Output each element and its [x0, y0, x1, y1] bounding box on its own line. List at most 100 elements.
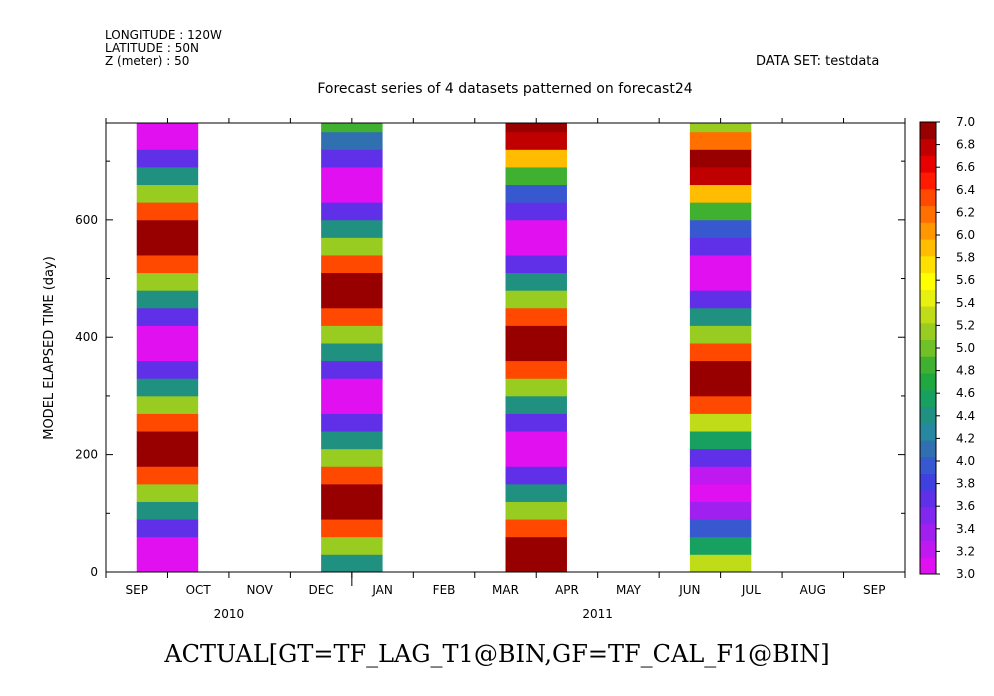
colorbar-label: 4.2: [956, 431, 975, 445]
heat-cell: [689, 290, 752, 309]
plot-frame: [105, 122, 906, 573]
colorbar-swatch: [920, 373, 936, 391]
heat-cell: [505, 307, 567, 326]
heat-cell: [689, 519, 752, 538]
heat-cell: [136, 123, 199, 133]
colorbar-swatch: [920, 557, 936, 575]
chart-title: Forecast series of 4 datasets patterned …: [317, 81, 692, 97]
heat-cell: [505, 501, 567, 520]
colorbar-swatch: [920, 272, 936, 290]
heat-cell: [689, 255, 752, 274]
heat-cell: [136, 501, 199, 520]
heat-cell: [321, 483, 383, 502]
x-tick-label: DEC: [309, 583, 334, 597]
heat-cell: [505, 448, 567, 467]
year-label: 2010: [214, 607, 245, 621]
x-tick-label: OCT: [186, 583, 212, 597]
colorbar-swatch: [920, 122, 936, 140]
heat-cell: [689, 395, 752, 414]
heat-cell: [505, 219, 567, 238]
colorbar-swatch: [920, 490, 936, 508]
heat-cell: [136, 255, 199, 274]
y-tick-label: 0: [90, 565, 98, 579]
heat-cell: [136, 343, 199, 362]
heat-cell: [136, 149, 199, 168]
heat-cell: [505, 149, 567, 168]
heat-cell: [505, 123, 567, 133]
colorbar-swatch: [920, 289, 936, 307]
heat-cell: [136, 307, 199, 326]
footer-expression: ACTUAL[GT=TF_LAG_T1@BIN,GF=TF_CAL_F1@BIN…: [164, 640, 830, 668]
heat-cell: [505, 413, 567, 432]
heat-cell: [505, 343, 567, 362]
depth-label: Z (meter) : 50: [105, 54, 190, 68]
dataset-label: DATA SET: testdata: [756, 54, 880, 69]
colorbar-label: 3.4: [956, 522, 975, 536]
plot-area: [136, 123, 752, 573]
heat-cell: [136, 360, 199, 379]
colorbar-label: 4.4: [956, 409, 975, 423]
heat-cell: [505, 290, 567, 309]
heat-cell: [689, 360, 752, 379]
heat-cell: [136, 483, 199, 502]
heat-cell: [689, 202, 752, 221]
heat-cell: [136, 290, 199, 309]
heat-cell: [505, 431, 567, 450]
x-tick-label: NOV: [246, 583, 273, 597]
heat-cell: [321, 307, 383, 326]
colorbar-swatch: [920, 322, 936, 341]
heat-cell: [136, 413, 199, 432]
heat-cell: [689, 237, 752, 256]
y-axis-label: MODEL ELAPSED TIME (day): [42, 256, 57, 440]
heat-cell: [321, 360, 383, 379]
heat-cell: [689, 536, 752, 555]
colorbar-swatch: [920, 356, 936, 374]
colorbar-swatch: [920, 172, 936, 190]
x-tick-label: APR: [555, 583, 579, 597]
heat-cell: [321, 519, 383, 538]
colorbar-swatch: [920, 389, 936, 407]
heat-cell: [689, 325, 752, 344]
y-tick-label: 400: [75, 330, 98, 344]
heat-cell: [689, 219, 752, 238]
colorbar-label: 5.4: [956, 296, 975, 310]
axes: 0 200 400 600 SEP OCT NOV DEC JAN FEB MAR APR MAY JUN…: [75, 118, 906, 621]
colorbar-swatch: [920, 205, 936, 223]
heat-cell: [505, 202, 567, 221]
heat-cell: [321, 413, 383, 432]
colorbar-label: 6.2: [956, 205, 975, 219]
heat-cell: [321, 448, 383, 467]
heat-cell: [321, 466, 383, 485]
heat-cell: [505, 184, 567, 203]
heat-cell: [689, 466, 752, 485]
heat-cell: [136, 325, 199, 344]
colorbar-swatch: [920, 456, 936, 474]
colorbar-swatch: [920, 406, 936, 424]
heat-cell: [136, 466, 199, 485]
heat-cell: [505, 237, 567, 256]
heat-cell: [689, 149, 752, 168]
heat-cell: [136, 378, 199, 397]
colorbar-swatch: [920, 138, 936, 156]
colorbar-label: 3.8: [956, 477, 975, 491]
year-label: 2011: [582, 607, 613, 621]
heat-cell: [136, 554, 199, 573]
heat-cell: [689, 184, 752, 203]
colorbar-swatch: [920, 339, 936, 357]
heat-cell: [321, 167, 383, 186]
heat-cell: [321, 343, 383, 362]
heat-cell: [505, 536, 567, 555]
x-tick-label: JAN: [371, 583, 393, 597]
colorbar-label: 6.8: [956, 138, 975, 152]
heat-cell: [321, 325, 383, 344]
heat-cell: [321, 501, 383, 520]
x-tick-label: MAR: [492, 583, 519, 597]
heat-cell: [321, 123, 383, 133]
heat-cell: [321, 290, 383, 309]
heat-cell: [505, 519, 567, 538]
heat-cell: [321, 237, 383, 256]
colorbar-swatch: [920, 440, 936, 458]
heat-cell: [321, 536, 383, 555]
colorbar-label: 4.8: [956, 364, 975, 378]
heat-cell: [136, 431, 199, 450]
